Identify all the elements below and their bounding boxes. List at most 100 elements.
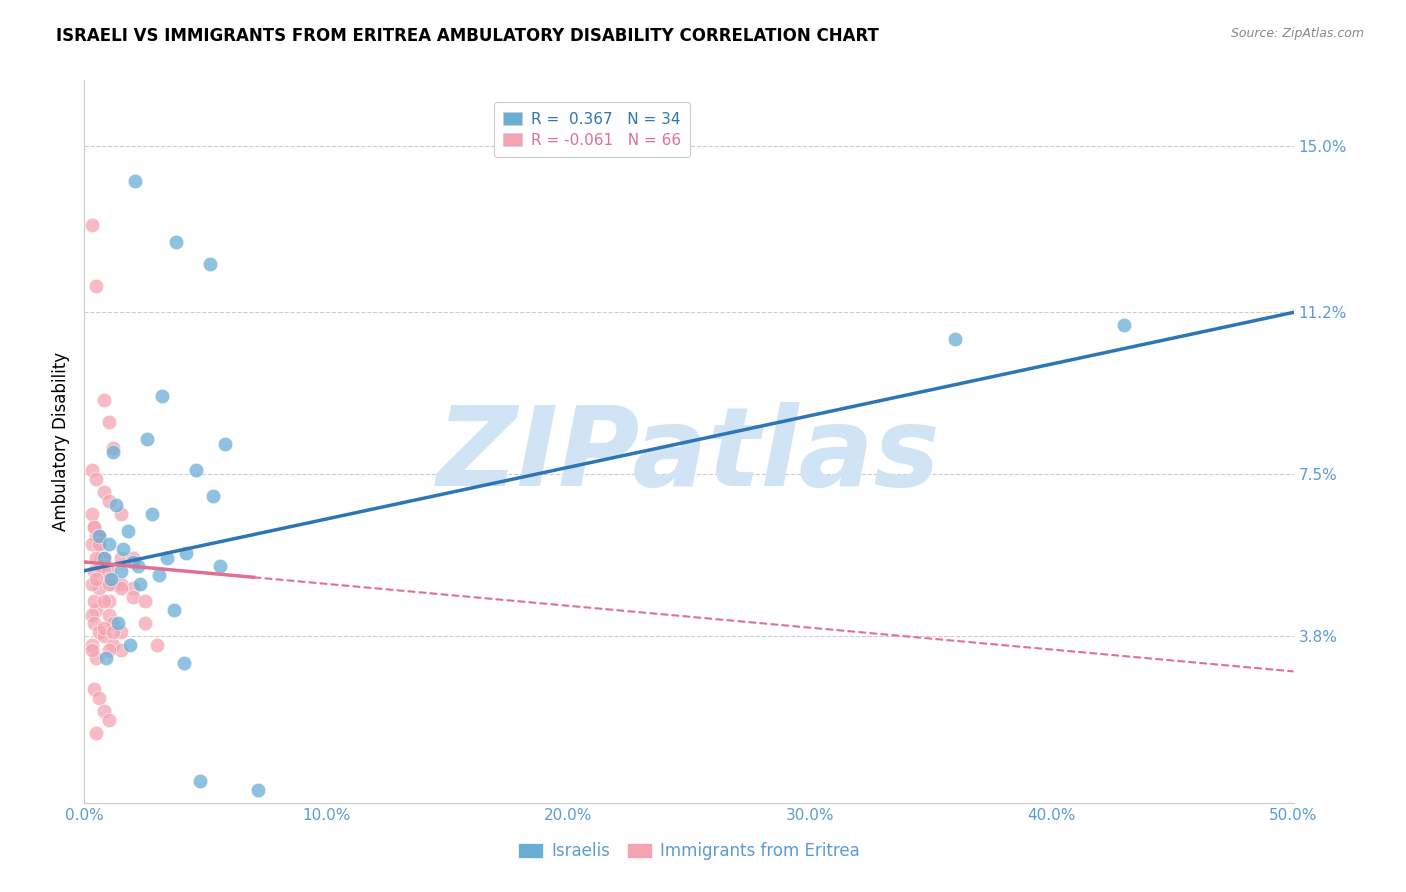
Point: [93, 392, 115, 407]
Point: [121, 550, 143, 565]
Point: [120, 638, 142, 652]
Point: [87, 690, 110, 705]
Point: [87, 537, 110, 551]
Point: [121, 590, 143, 604]
Point: [97, 607, 120, 622]
Point: [87, 529, 110, 543]
Point: [93, 564, 115, 578]
Text: Source: ZipAtlas.com: Source: ZipAtlas.com: [1230, 27, 1364, 40]
Point: [93, 550, 115, 565]
Point: [80, 537, 103, 551]
Point: [247, 782, 270, 797]
Point: [155, 550, 177, 565]
Point: [173, 656, 195, 670]
Point: [110, 577, 132, 591]
Point: [83, 520, 105, 534]
Point: [100, 573, 122, 587]
Point: [146, 638, 169, 652]
Point: [80, 463, 103, 477]
Point: [86, 573, 108, 587]
Point: [198, 257, 221, 271]
Point: [1114, 318, 1136, 333]
Point: [165, 235, 187, 250]
Point: [214, 436, 236, 450]
Point: [80, 638, 103, 652]
Point: [103, 638, 125, 652]
Point: [141, 507, 163, 521]
Point: [97, 573, 120, 587]
Point: [124, 174, 146, 188]
Point: [136, 433, 159, 447]
Point: [110, 581, 132, 595]
Point: [163, 603, 186, 617]
Point: [134, 616, 156, 631]
Point: [97, 594, 120, 608]
Point: [103, 441, 125, 455]
Point: [134, 594, 156, 608]
Point: [112, 541, 135, 556]
Point: [103, 445, 125, 459]
Point: [86, 550, 108, 565]
Point: [201, 489, 224, 503]
Point: [208, 559, 231, 574]
Point: [90, 559, 112, 574]
Text: ISRAELI VS IMMIGRANTS FROM ERITREA AMBULATORY DISABILITY CORRELATION CHART: ISRAELI VS IMMIGRANTS FROM ERITREA AMBUL…: [56, 27, 879, 45]
Point: [86, 279, 108, 293]
Point: [86, 651, 108, 665]
Point: [87, 581, 110, 595]
Point: [86, 725, 108, 739]
Point: [110, 625, 132, 640]
Point: [103, 577, 125, 591]
Text: ZIPatlas: ZIPatlas: [437, 402, 941, 509]
Point: [117, 524, 139, 539]
Point: [97, 577, 120, 591]
Point: [93, 704, 115, 718]
Point: [97, 493, 120, 508]
Point: [80, 577, 103, 591]
Point: [83, 520, 105, 534]
Point: [86, 603, 108, 617]
Point: [97, 415, 120, 429]
Point: [86, 529, 108, 543]
Point: [103, 625, 125, 640]
Point: [86, 472, 108, 486]
Point: [121, 555, 143, 569]
Point: [110, 564, 132, 578]
Point: [97, 564, 120, 578]
Point: [87, 537, 110, 551]
Point: [97, 642, 120, 657]
Point: [100, 573, 122, 587]
Point: [97, 713, 120, 727]
Point: [110, 550, 132, 565]
Point: [87, 625, 110, 640]
Point: [80, 507, 103, 521]
Point: [83, 594, 105, 608]
Point: [80, 218, 103, 232]
Point: [80, 642, 103, 657]
Point: [174, 546, 197, 560]
Point: [93, 629, 115, 643]
Point: [107, 616, 129, 631]
Point: [93, 594, 115, 608]
Point: [129, 577, 152, 591]
Point: [110, 642, 132, 657]
Point: [94, 651, 117, 665]
Point: [190, 773, 212, 788]
Point: [127, 559, 149, 574]
Point: [148, 568, 170, 582]
Point: [103, 616, 125, 631]
Point: [83, 564, 105, 578]
Point: [87, 529, 110, 543]
Point: [184, 463, 207, 477]
Point: [150, 388, 173, 402]
Point: [97, 537, 120, 551]
Point: [121, 581, 143, 595]
Point: [83, 616, 105, 631]
Point: [94, 559, 117, 574]
Point: [80, 607, 103, 622]
Point: [104, 498, 127, 512]
Y-axis label: Ambulatory Disability: Ambulatory Disability: [52, 352, 70, 531]
Point: [93, 621, 115, 635]
Point: [110, 507, 132, 521]
Point: [93, 484, 115, 499]
